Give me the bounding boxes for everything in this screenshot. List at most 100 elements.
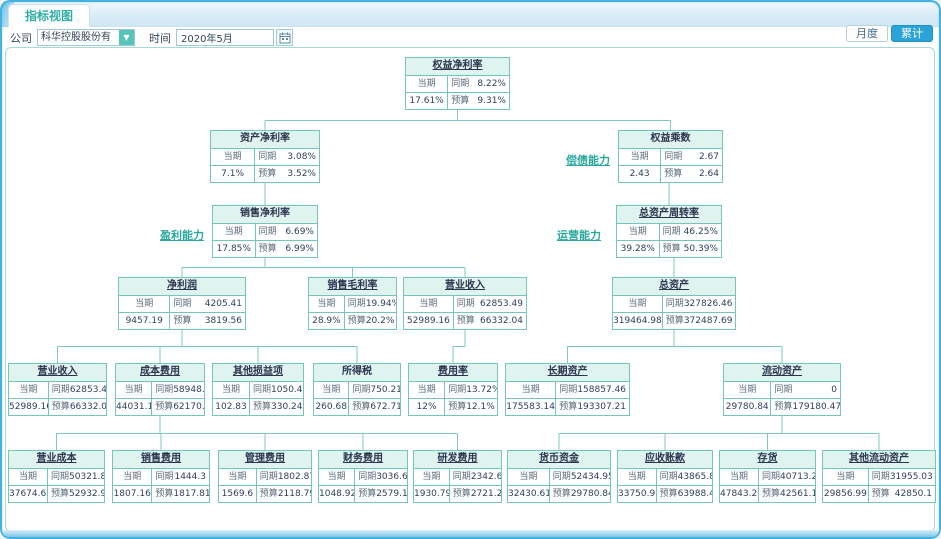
same-period-cell: 同期 50321.8 [47,468,104,485]
budget-cell: 预算 29780.84 [548,485,610,502]
same-period-cell: 同期 31955.03 [867,468,935,485]
current-value: 29856.99 [823,485,868,502]
current-label: 当期 [618,468,656,485]
company-select[interactable]: 科华控股股份有 ▼ [37,29,135,46]
node-title-total_assets[interactable]: 总资产 [659,280,689,291]
current-value: 33750.95 [618,485,656,502]
node-title-selling_exp[interactable]: 销售费用 [141,453,181,464]
calendar-button[interactable] [276,29,293,46]
budget-cell: 预算 2.64 [660,165,722,182]
node-title-roa: 资产净利率 [240,133,290,144]
current-label: 当期 [617,223,659,240]
current-value: 39.28% [617,240,659,257]
time-input[interactable] [176,29,274,46]
budget-cell: 预算 20.2% [343,312,396,329]
current-value: 7.1% [211,165,255,182]
node-title-finance_exp[interactable]: 财务费用 [343,453,383,464]
current-label: 当期 [406,75,448,92]
node-title-admin_exp[interactable]: 管理费用 [245,453,285,464]
kpi-node-other_cur: 其他流动资产当期 同期 31955.03 29856.99 预算 42850.1 [822,450,936,503]
current-label: 当期 [619,148,661,165]
same-period-cell: 同期 750.21 [348,381,400,398]
node-title-cur_assets[interactable]: 流动资产 [762,366,802,377]
node-title-income_tax: 所得税 [342,366,372,377]
category-link-solvency[interactable]: 偿债能力 [566,154,610,167]
same-period-cell: 同期 52434.95 [548,468,610,485]
node-title-other_cur[interactable]: 其他流动资产 [849,453,909,464]
node-title-inventory[interactable]: 存货 [757,453,778,464]
monthly-button[interactable]: 月度 [846,25,888,42]
current-label: 当期 [414,468,449,485]
current-value: 52989.16 [9,398,48,415]
category-link-profitability[interactable]: 盈利能力 [160,229,204,242]
current-value: 12% [409,398,445,415]
node-title-roe[interactable]: 权益净利率 [432,60,483,71]
current-value: 2.43 [619,165,661,182]
node-title-net_profit[interactable]: 净利润 [167,280,197,291]
same-period-cell: 同期 4205.41 [169,295,245,312]
same-period-cell: 同期 158857.46 [555,381,629,398]
current-label: 当期 [720,468,758,485]
current-label: 当期 [724,381,771,398]
current-label: 当期 [213,223,255,240]
current-value: 319464.98 [613,312,662,329]
node-title-asset_turnover[interactable]: 总资产周转率 [639,208,699,219]
node-title-revenue_d[interactable]: 营业收入 [37,366,78,377]
node-title-net_margin: 销售净利率 [240,208,290,219]
company-label: 公司 [10,31,32,45]
budget-cell: 预算 3819.56 [169,312,245,329]
same-period-cell: 同期 8.22% [447,75,509,92]
node-title-gross_margin[interactable]: 销售毛利率 [327,280,378,291]
budget-cell: 预算 672.71 [348,398,400,415]
tab-title: 指标视图 [25,9,74,23]
node-title-rd_exp[interactable]: 研发费用 [437,453,478,464]
current-value: 175583.14 [506,398,556,415]
kpi-node-monetary: 货币资金当期 同期 52434.95 32430.61 预算 29780.84 [507,450,611,503]
current-value: 32430.61 [508,485,549,502]
company-select-value: 科华控股股份有 [41,32,111,43]
kpi-node-asset_turnover: 总资产周转率 当期 同期 46.25% 39.28% 预算 50.39% [616,205,722,258]
current-value: 17.61% [406,92,448,109]
current-value: 1807.16 [113,485,152,502]
node-title-cost_expense[interactable]: 成本费用 [140,366,180,377]
node-title-other_pl[interactable]: 其他损益项 [233,366,283,377]
current-label: 当期 [113,468,152,485]
current-label: 当期 [219,468,256,485]
node-title-expense_ratio[interactable]: 费用率 [438,366,468,377]
budget-cell: 预算 42850.1 [867,485,935,502]
current-label: 当期 [9,468,47,485]
category-link-operation[interactable]: 运营能力 [557,229,601,242]
current-label: 当期 [823,468,868,485]
node-title-receivables[interactable]: 应收账款 [645,453,685,464]
current-label: 当期 [508,468,549,485]
tab-indicator-view[interactable]: 指标视图 [8,4,91,27]
current-label: 当期 [211,148,255,165]
same-period-cell: 同期 327826.46 [661,295,735,312]
current-label: 当期 [116,381,152,398]
same-period-cell: 同期 6.69% [254,223,317,240]
node-title-lt_assets[interactable]: 长期资产 [547,366,588,377]
chevron-down-icon[interactable]: ▼ [119,30,134,45]
cumulative-button[interactable]: 累计 [891,25,933,42]
node-title-revenue_m[interactable]: 营业收入 [445,280,485,291]
current-label: 当期 [9,381,48,398]
budget-cell: 预算 330.24 [249,398,303,415]
budget-cell: 预算 372487.69 [661,312,735,329]
current-value: 1569.6 [219,485,256,502]
node-title-monetary[interactable]: 货币资金 [539,453,579,464]
node-title-op_cost[interactable]: 营业成本 [36,453,77,464]
